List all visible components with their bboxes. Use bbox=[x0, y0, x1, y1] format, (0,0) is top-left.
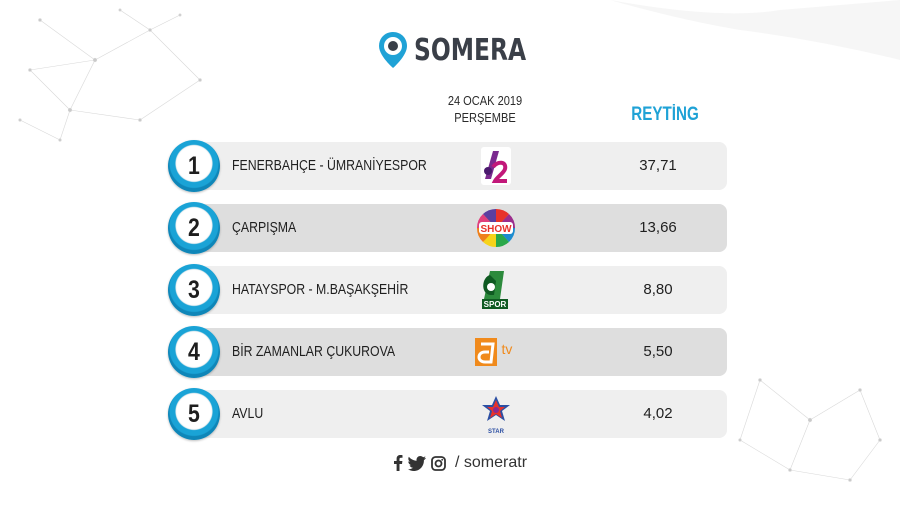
social-handle[interactable]: / someratr bbox=[455, 454, 528, 471]
row-background bbox=[192, 390, 727, 438]
rating-column-header: REYTİNG bbox=[631, 104, 699, 125]
program-name: AVLU bbox=[232, 405, 264, 422]
instagram-icon[interactable] bbox=[431, 455, 446, 471]
show-tv-logo-icon: SHOW bbox=[470, 206, 522, 250]
rank-badge: 5 bbox=[168, 388, 220, 440]
program-name: HATAYSPOR - M.BAŞAKŞEHİR bbox=[232, 281, 409, 298]
date-line: 24 OCAK 2019 bbox=[447, 93, 523, 108]
list-item: 5 AVLU STAR 4,02 bbox=[168, 388, 733, 440]
program-name: ÇARPIŞMA bbox=[232, 219, 297, 236]
row-background bbox=[192, 266, 727, 314]
ratings-list: 1 FENERBAHÇE - ÜMRANİYESPOR 37,71 2 ÇARP… bbox=[168, 140, 733, 450]
social-footer: / someratr bbox=[393, 454, 527, 472]
row-background bbox=[192, 204, 727, 252]
rank-badge: 1 bbox=[168, 140, 220, 192]
list-item: 3 HATAYSPOR - M.BAŞAKŞEHİR SPOR 8,80 bbox=[168, 264, 733, 316]
facebook-icon[interactable] bbox=[393, 455, 403, 471]
star-tv-logo-icon: STAR bbox=[470, 392, 522, 436]
list-item: 1 FENERBAHÇE - ÜMRANİYESPOR 37,71 bbox=[168, 140, 733, 192]
atv-logo-icon: tv bbox=[470, 330, 522, 374]
rank-number: 3 bbox=[188, 275, 200, 304]
program-name: FENERBAHÇE - ÜMRANİYESPOR bbox=[232, 157, 427, 174]
weekday-line: PERŞEMBE bbox=[454, 110, 516, 125]
row-background bbox=[192, 328, 727, 376]
rating-value: 8,80 bbox=[643, 281, 673, 298]
star-tv-logo-text: STAR bbox=[488, 429, 505, 435]
rank-number: 5 bbox=[188, 399, 200, 428]
a2-logo-icon bbox=[470, 144, 522, 188]
twitter-icon[interactable] bbox=[408, 455, 426, 471]
list-item: 2 ÇARPIŞMA SHOW 13,66 bbox=[168, 202, 733, 254]
rank-number: 2 bbox=[188, 213, 200, 242]
a-spor-logo-text: SPOR bbox=[484, 300, 507, 309]
rating-value: 37,71 bbox=[639, 157, 677, 174]
somera-logo: SOMERA bbox=[378, 31, 558, 69]
atv-logo-text: tv bbox=[502, 341, 513, 357]
rank-badge: 4 bbox=[168, 326, 220, 378]
program-name: BİR ZAMANLAR ÇUKUROVA bbox=[232, 343, 396, 360]
location-pin-icon bbox=[379, 32, 407, 68]
row-background bbox=[192, 142, 727, 190]
rating-value: 5,50 bbox=[643, 343, 673, 360]
list-item: 4 BİR ZAMANLAR ÇUKUROVA tv 5,50 bbox=[168, 326, 733, 378]
rank-badge: 2 bbox=[168, 202, 220, 254]
rating-value: 4,02 bbox=[643, 405, 673, 422]
rank-badge: 3 bbox=[168, 264, 220, 316]
rank-number: 1 bbox=[188, 151, 200, 180]
a-spor-logo-icon: SPOR bbox=[470, 268, 522, 312]
rating-value: 13,66 bbox=[639, 219, 677, 236]
show-tv-logo-text: SHOW bbox=[480, 224, 512, 235]
brand-name: SOMERA bbox=[414, 32, 527, 68]
broadcast-date: 24 OCAK 2019 PERŞEMBE bbox=[438, 92, 532, 126]
rank-number: 4 bbox=[188, 337, 200, 366]
